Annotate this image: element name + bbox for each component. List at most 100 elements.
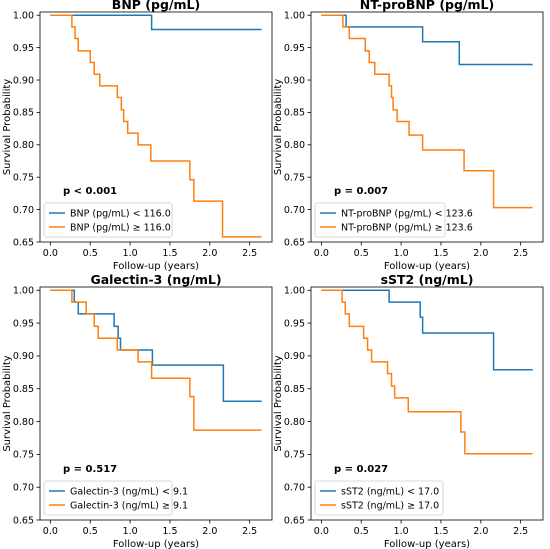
series-line-below-cutoff <box>321 14 533 66</box>
x-tick-label: 2.0 <box>473 248 488 259</box>
y-tick-label: 0.75 <box>13 173 34 184</box>
y-axis-label: Survival Probability <box>273 79 284 175</box>
legend-entry: BNP (pg/mL) ≥ 116.0 <box>70 222 171 233</box>
legend-entry: Galectin-3 (ng/mL) ≥ 9.1 <box>70 500 188 511</box>
x-tick-label: 2.0 <box>473 526 488 537</box>
y-tick-label: 0.90 <box>13 351 34 362</box>
x-tick-label: 0.5 <box>354 526 369 537</box>
plot-frame <box>39 286 273 521</box>
legend-entry: Galectin-3 (ng/mL) < 9.1 <box>70 486 188 497</box>
legend-entry: BNP (pg/mL) < 116.0 <box>70 208 171 219</box>
y-tick-label: 0.70 <box>13 205 34 216</box>
series-line-above-cutoff <box>321 289 533 455</box>
y-tick-label: 0.75 <box>284 173 305 184</box>
x-tick-label: 1.5 <box>162 526 177 537</box>
plot-frame <box>310 286 544 521</box>
x-tick-label: 0.0 <box>314 526 329 537</box>
y-tick-label: 1.00 <box>13 11 34 22</box>
chart-panel-1: BNP (pg/mL) 0.65 0.70 0.75 0.80 0.85 0.90 0.95 1… <box>2 0 273 272</box>
y-tick-label: 0.95 <box>284 43 305 54</box>
p-value-annotation: p = 0.007 <box>334 186 388 197</box>
p-value-annotation: p = 0.027 <box>334 464 388 475</box>
y-tick-label: 0.65 <box>13 237 34 248</box>
chart-panel-4: sST2 (ng/mL) 0.65 0.70 0.75 0.80 0.85 0.90 0.95… <box>273 272 544 549</box>
x-axis-label: Follow-up (years) <box>384 261 470 272</box>
chart-title: sST2 (ng/mL) <box>381 272 474 287</box>
legend-entry: NT-proBNP (pg/mL) ≥ 123.6 <box>341 222 473 233</box>
y-tick-label: 0.80 <box>13 417 34 428</box>
y-tick-label: 0.90 <box>13 75 34 86</box>
y-tick-label: 0.85 <box>284 108 305 119</box>
y-tick-label: 0.95 <box>13 43 34 54</box>
y-axis-label: Survival Probability <box>2 79 13 175</box>
y-tick-label: 1.00 <box>13 286 34 297</box>
legend-box <box>43 480 173 516</box>
x-tick-label: 0.0 <box>43 248 58 259</box>
p-value-annotation: p < 0.001 <box>63 186 117 197</box>
series-line-below-cutoff <box>321 289 533 371</box>
y-tick-label: 0.80 <box>284 140 305 151</box>
y-tick-label: 0.80 <box>13 140 34 151</box>
x-tick-label: 1.5 <box>433 526 448 537</box>
y-tick-label: 0.85 <box>13 108 34 119</box>
y-tick-label: 0.90 <box>284 75 305 86</box>
chart-panel-3: Galectin-3 (ng/mL) 0.65 0.70 0.75 0.80 0.85 0.… <box>2 272 273 549</box>
x-tick-label: 1.5 <box>162 248 177 259</box>
legend-box <box>314 202 446 238</box>
y-tick-label: 0.90 <box>284 351 305 362</box>
series-line-below-cutoff <box>50 14 262 31</box>
legend-entry: sST2 (ng/mL) ≥ 17.0 <box>341 500 439 511</box>
series-line-above-cutoff <box>50 14 262 238</box>
chart-title: BNP (pg/mL) <box>112 0 200 12</box>
chart-title: NT-proBNP (pg/mL) <box>360 0 494 12</box>
x-tick-label: 1.0 <box>123 526 138 537</box>
x-tick-label: 1.0 <box>394 526 409 537</box>
y-tick-label: 0.85 <box>284 384 305 395</box>
series-line-above-cutoff <box>321 14 533 209</box>
x-axis-label: Follow-up (years) <box>113 539 199 549</box>
y-tick-label: 0.85 <box>13 384 34 395</box>
y-tick-label: 0.95 <box>13 318 34 329</box>
x-tick-label: 2.0 <box>202 248 217 259</box>
y-tick-label: 0.65 <box>13 515 34 526</box>
x-tick-label: 0.5 <box>354 248 369 259</box>
y-tick-label: 0.75 <box>284 450 305 461</box>
legend-entry: NT-proBNP (pg/mL) < 123.6 <box>341 208 473 219</box>
y-tick-label: 0.65 <box>284 237 305 248</box>
x-tick-label: 0.5 <box>83 248 98 259</box>
plot-frame <box>39 11 273 243</box>
x-tick-label: 2.5 <box>513 526 528 537</box>
y-tick-label: 0.70 <box>284 205 305 216</box>
x-axis-label: Follow-up (years) <box>113 261 199 272</box>
y-axis-label: Survival Probability <box>2 355 13 451</box>
p-value-annotation: p = 0.517 <box>63 464 117 475</box>
x-tick-label: 1.5 <box>433 248 448 259</box>
chart-panel-2: NT-proBNP (pg/mL) 0.65 0.70 0.75 0.80 0.85 0.9… <box>273 0 544 272</box>
y-tick-label: 0.65 <box>284 515 305 526</box>
x-tick-label: 2.0 <box>202 526 217 537</box>
y-tick-label: 0.75 <box>13 450 34 461</box>
x-tick-label: 0.5 <box>83 526 98 537</box>
x-tick-label: 1.0 <box>123 248 138 259</box>
y-tick-label: 0.70 <box>284 482 305 493</box>
legend-box <box>314 480 444 516</box>
y-tick-label: 0.95 <box>284 318 305 329</box>
x-tick-label: 2.5 <box>242 248 257 259</box>
y-tick-label: 0.80 <box>284 417 305 428</box>
x-tick-label: 2.5 <box>513 248 528 259</box>
y-tick-label: 1.00 <box>284 286 305 297</box>
x-axis-label: Follow-up (years) <box>384 539 470 549</box>
series-line-below-cutoff <box>50 289 262 402</box>
x-tick-label: 0.0 <box>43 526 58 537</box>
chart-title: Galectin-3 (ng/mL) <box>90 272 221 287</box>
legend-box <box>43 202 173 238</box>
y-tick-label: 1.00 <box>284 11 305 22</box>
x-tick-label: 0.0 <box>314 248 329 259</box>
x-tick-label: 1.0 <box>394 248 409 259</box>
series-line-above-cutoff <box>50 289 262 431</box>
x-tick-label: 2.5 <box>242 526 257 537</box>
y-tick-label: 0.70 <box>13 482 34 493</box>
plot-frame <box>310 11 544 243</box>
y-axis-label: Survival Probability <box>273 355 284 451</box>
